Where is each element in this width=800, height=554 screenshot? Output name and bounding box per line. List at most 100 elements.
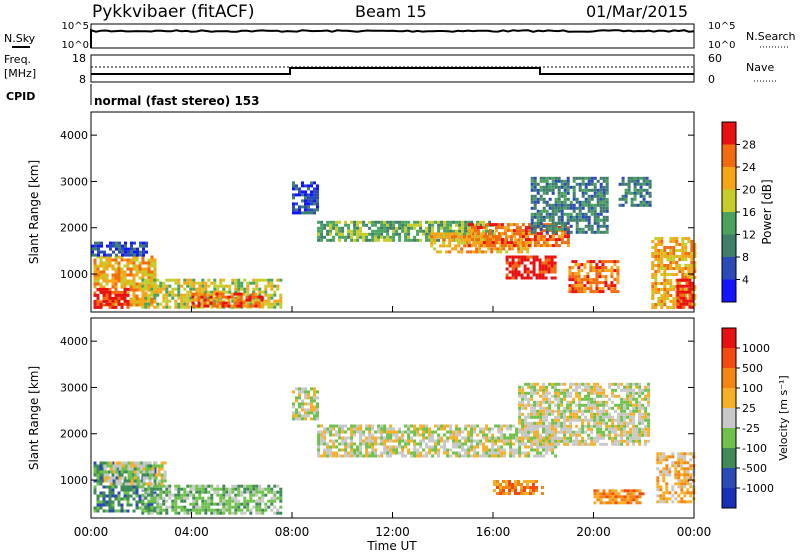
heatmap-cell bbox=[219, 487, 223, 491]
heatmap-cell bbox=[533, 244, 537, 248]
heatmap-cell bbox=[197, 295, 201, 299]
heatmap-cell bbox=[154, 464, 158, 468]
heatmap-cell bbox=[569, 185, 573, 189]
heatmap-cell bbox=[578, 442, 582, 446]
heatmap-cell bbox=[344, 235, 348, 239]
heatmap-cell bbox=[93, 302, 97, 306]
heatmap-cell bbox=[304, 199, 307, 203]
heatmap-cell bbox=[545, 451, 549, 455]
heatmap-cell bbox=[536, 232, 540, 236]
heatmap-cell bbox=[593, 403, 597, 407]
heatmap-cell bbox=[569, 400, 573, 404]
heatmap-cell bbox=[633, 203, 637, 207]
heatmap-cell bbox=[141, 284, 145, 288]
heatmap-cell bbox=[636, 179, 640, 183]
heatmap-cell bbox=[548, 424, 552, 428]
heatmap-cell bbox=[313, 387, 316, 391]
heatmap-cell bbox=[428, 220, 432, 224]
heatmap-cell bbox=[623, 430, 627, 434]
heatmap-cell bbox=[186, 496, 190, 500]
heatmap-cell bbox=[536, 391, 540, 395]
heatmap-cell bbox=[680, 473, 684, 477]
heatmap-cell bbox=[690, 291, 694, 294]
heatmap-cell bbox=[691, 299, 695, 303]
heatmap-cell bbox=[207, 490, 211, 494]
heatmap-cell bbox=[292, 411, 295, 415]
y-tick-label: 1000 bbox=[60, 474, 88, 487]
heatmap-cell bbox=[683, 470, 687, 474]
heatmap-cell bbox=[557, 244, 561, 248]
heatmap-cell bbox=[310, 190, 313, 194]
heatmap-cell bbox=[344, 436, 348, 440]
heatmap-cell bbox=[500, 241, 504, 245]
heatmap-cell bbox=[273, 496, 277, 500]
heatmap-cell bbox=[578, 209, 582, 213]
heatmap-cell bbox=[350, 442, 354, 446]
heatmap-cell bbox=[523, 489, 526, 492]
heatmap-cell bbox=[629, 492, 633, 496]
heatmap-cell bbox=[313, 190, 316, 194]
heatmap-cell bbox=[383, 451, 387, 455]
heatmap-cell bbox=[111, 285, 115, 289]
heatmap-cell bbox=[635, 495, 639, 499]
heatmap-cell bbox=[126, 291, 130, 295]
heatmap-cell bbox=[156, 484, 160, 488]
heatmap-cell bbox=[624, 188, 628, 192]
heatmap-cell bbox=[536, 215, 540, 219]
heatmap-cell bbox=[114, 279, 118, 283]
heatmap-cell bbox=[124, 253, 127, 257]
heatmap-cell bbox=[626, 385, 630, 389]
heatmap-cell bbox=[270, 278, 274, 282]
heatmap-cell bbox=[210, 502, 214, 506]
heatmap-cell bbox=[548, 412, 552, 416]
heatmap-cell bbox=[478, 244, 482, 248]
heatmap-cell bbox=[508, 244, 512, 248]
heatmap-cell bbox=[362, 232, 366, 236]
heatmap-cell bbox=[129, 297, 133, 301]
heatmap-cell bbox=[186, 290, 190, 294]
heatmap-cell bbox=[605, 176, 609, 180]
heatmap-cell bbox=[371, 424, 375, 428]
heatmap-cell bbox=[680, 482, 684, 486]
heatmap-cell bbox=[210, 305, 214, 309]
heatmap-cell bbox=[150, 276, 154, 280]
heatmap-cell bbox=[144, 464, 148, 468]
heatmap-cell bbox=[132, 261, 136, 265]
heatmap-cell bbox=[590, 436, 594, 440]
heatmap-cell bbox=[590, 424, 594, 428]
heatmap-cell bbox=[111, 473, 115, 477]
heatmap-cell bbox=[693, 303, 697, 306]
heatmap-cell bbox=[656, 500, 660, 504]
heatmap-cell bbox=[547, 261, 551, 265]
heatmap-cell bbox=[623, 415, 627, 419]
heatmap-cell bbox=[611, 424, 615, 428]
heatmap-cell bbox=[638, 442, 642, 446]
heatmap-cell bbox=[505, 261, 509, 265]
heatmap-cell bbox=[141, 273, 145, 277]
heatmap-cell bbox=[117, 296, 121, 300]
heatmap-cell bbox=[581, 230, 585, 234]
heatmap-cell bbox=[680, 458, 684, 462]
heatmap-cell bbox=[485, 448, 489, 452]
heatmap-cell bbox=[515, 226, 519, 230]
heatmap-cell bbox=[508, 486, 511, 489]
heatmap-cell bbox=[203, 298, 207, 302]
heatmap-cell bbox=[584, 185, 588, 189]
heatmap-cell bbox=[593, 492, 597, 496]
heatmap-cell bbox=[623, 385, 627, 389]
heatmap-cell bbox=[647, 385, 651, 389]
heatmap-cell bbox=[557, 206, 561, 210]
heatmap-cell bbox=[428, 235, 432, 239]
heatmap-cell bbox=[237, 278, 241, 282]
heatmap-cell bbox=[436, 250, 440, 254]
heatmap-cell bbox=[551, 227, 555, 231]
heatmap-cell bbox=[677, 500, 681, 504]
heatmap-cell bbox=[657, 297, 661, 300]
heatmap-cell bbox=[316, 205, 319, 209]
heatmap-cell bbox=[216, 302, 220, 306]
heatmap-cell bbox=[335, 220, 339, 224]
heatmap-cell bbox=[520, 489, 523, 492]
heatmap-cell bbox=[135, 491, 139, 495]
heatmap-cell bbox=[542, 436, 546, 440]
heatmap-cell bbox=[666, 267, 670, 270]
